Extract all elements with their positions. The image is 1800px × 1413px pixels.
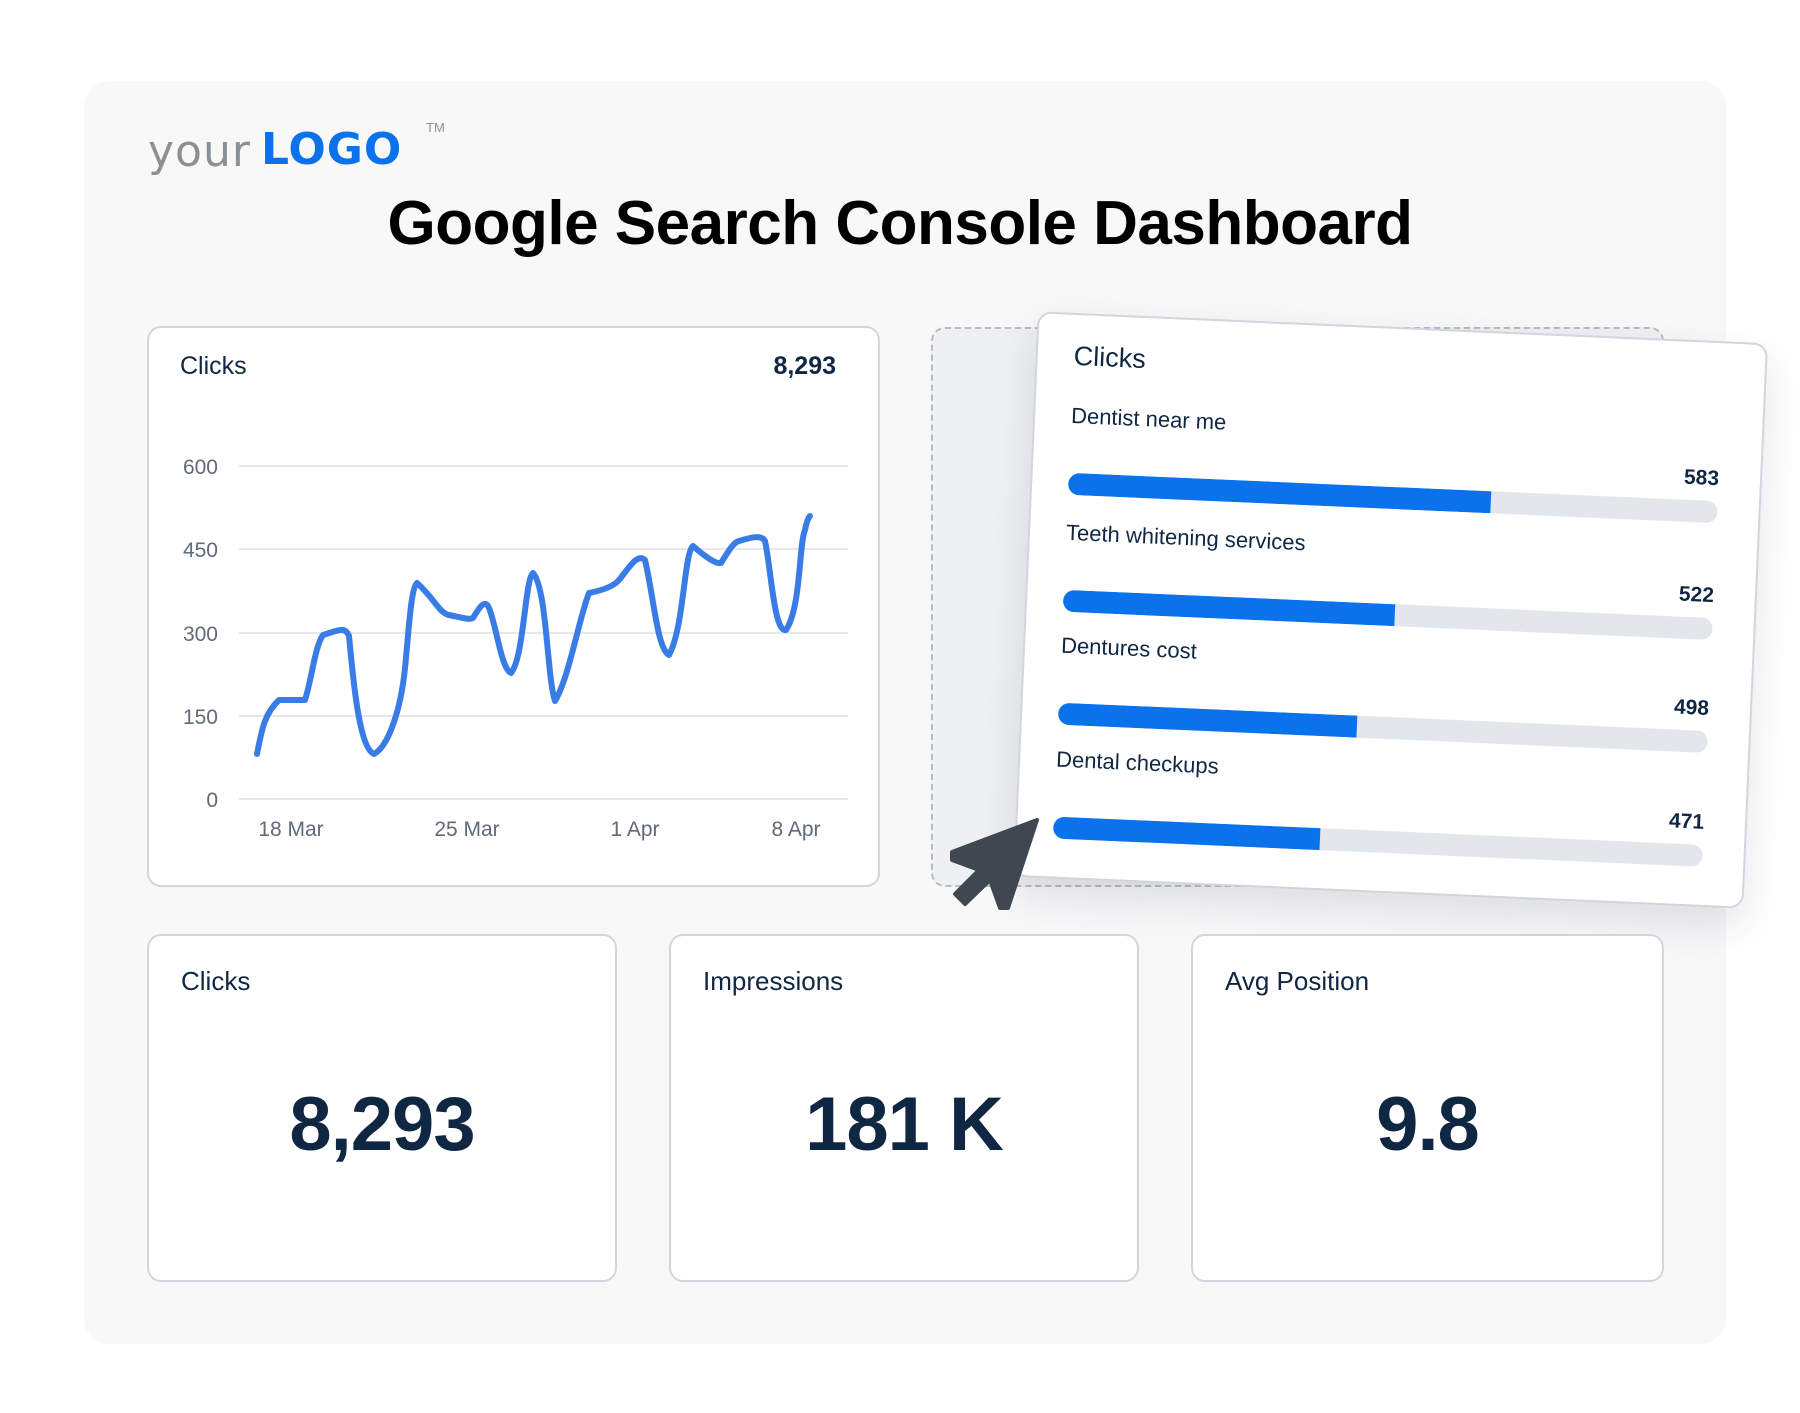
trademark-symbol: TM: [426, 120, 445, 135]
clicks-line-chart-card[interactable]: Clicks 8,293 600 450 300 150 0 18 Mar 25…: [147, 326, 880, 887]
kpi-title: Impressions: [703, 966, 844, 996]
query-label: Dental checkups: [1055, 746, 1220, 779]
kpi-value: 181 K: [805, 1082, 1004, 1167]
query-bar-fill: [1057, 702, 1358, 738]
query-label: Dentist near me: [1070, 402, 1227, 435]
logo-wordmark: LOGO: [260, 124, 403, 175]
svg-text:300: 300: [183, 623, 218, 646]
y-axis-ticks: 600 450 300 150 0: [183, 456, 218, 812]
x-axis-ticks: 18 Mar 25 Mar 1 Apr 8 Apr: [258, 818, 820, 841]
kpi-card-avg-position[interactable]: Avg Position 9.8: [1191, 934, 1664, 1282]
bar-card-title: Clicks: [1073, 340, 1147, 375]
query-row: Dental checkups 471: [1052, 747, 1706, 875]
query-bar-fill: [1067, 472, 1491, 514]
query-bar-track: [1057, 702, 1709, 753]
svg-text:0: 0: [206, 789, 218, 812]
logo-prefix: your: [148, 126, 251, 177]
kpi-title: Clicks: [181, 966, 251, 996]
svg-text:25 Mar: 25 Mar: [434, 818, 499, 841]
query-value: 498: [1673, 695, 1710, 720]
clicks-series-line: [254, 513, 813, 757]
query-row: Dentist near me 583: [1067, 403, 1721, 531]
query-value: 471: [1668, 809, 1705, 834]
query-bar-fill: [1062, 589, 1395, 627]
top-queries-bar-card[interactable]: Clicks Dentist near me 583 Teeth whiteni…: [1013, 311, 1768, 909]
page-title: Google Search Console Dashboard: [387, 189, 1413, 258]
kpi-card-clicks[interactable]: Clicks 8,293: [147, 934, 617, 1282]
query-value: 583: [1683, 465, 1720, 491]
svg-text:450: 450: [183, 539, 218, 562]
query-bar-track: [1067, 472, 1719, 524]
svg-text:600: 600: [183, 456, 218, 479]
kpi-value: 9.8: [1376, 1082, 1480, 1167]
kpi-title: Avg Position: [1225, 966, 1370, 996]
kpi-value: 8,293: [289, 1082, 475, 1167]
svg-text:8 Apr: 8 Apr: [771, 818, 820, 841]
query-value: 522: [1678, 582, 1715, 608]
clicks-line-chart: 600 450 300 150 0 18 Mar 25 Mar 1 Apr 8 …: [183, 456, 848, 841]
query-bar-track: [1062, 589, 1713, 641]
svg-text:18 Mar: 18 Mar: [258, 818, 323, 841]
svg-text:1 Apr: 1 Apr: [610, 818, 659, 841]
chart-card-title: Clicks: [180, 352, 247, 380]
kpi-card-impressions[interactable]: Impressions 181 K: [669, 934, 1139, 1282]
brand-logo: your LOGO TM: [148, 118, 445, 188]
query-row: Dentures cost 498: [1057, 633, 1711, 761]
query-label: Teeth whitening services: [1065, 519, 1307, 556]
chart-card-total: 8,293: [773, 352, 836, 380]
svg-text:150: 150: [183, 706, 218, 729]
query-row: Teeth whitening services 522: [1062, 520, 1716, 648]
query-label: Dentures cost: [1060, 632, 1198, 664]
mouse-pointer-icon: [950, 818, 1039, 910]
query-bar-fill: [1052, 816, 1320, 851]
chart-gridlines: [239, 465, 848, 800]
query-bar-track: [1052, 816, 1704, 867]
